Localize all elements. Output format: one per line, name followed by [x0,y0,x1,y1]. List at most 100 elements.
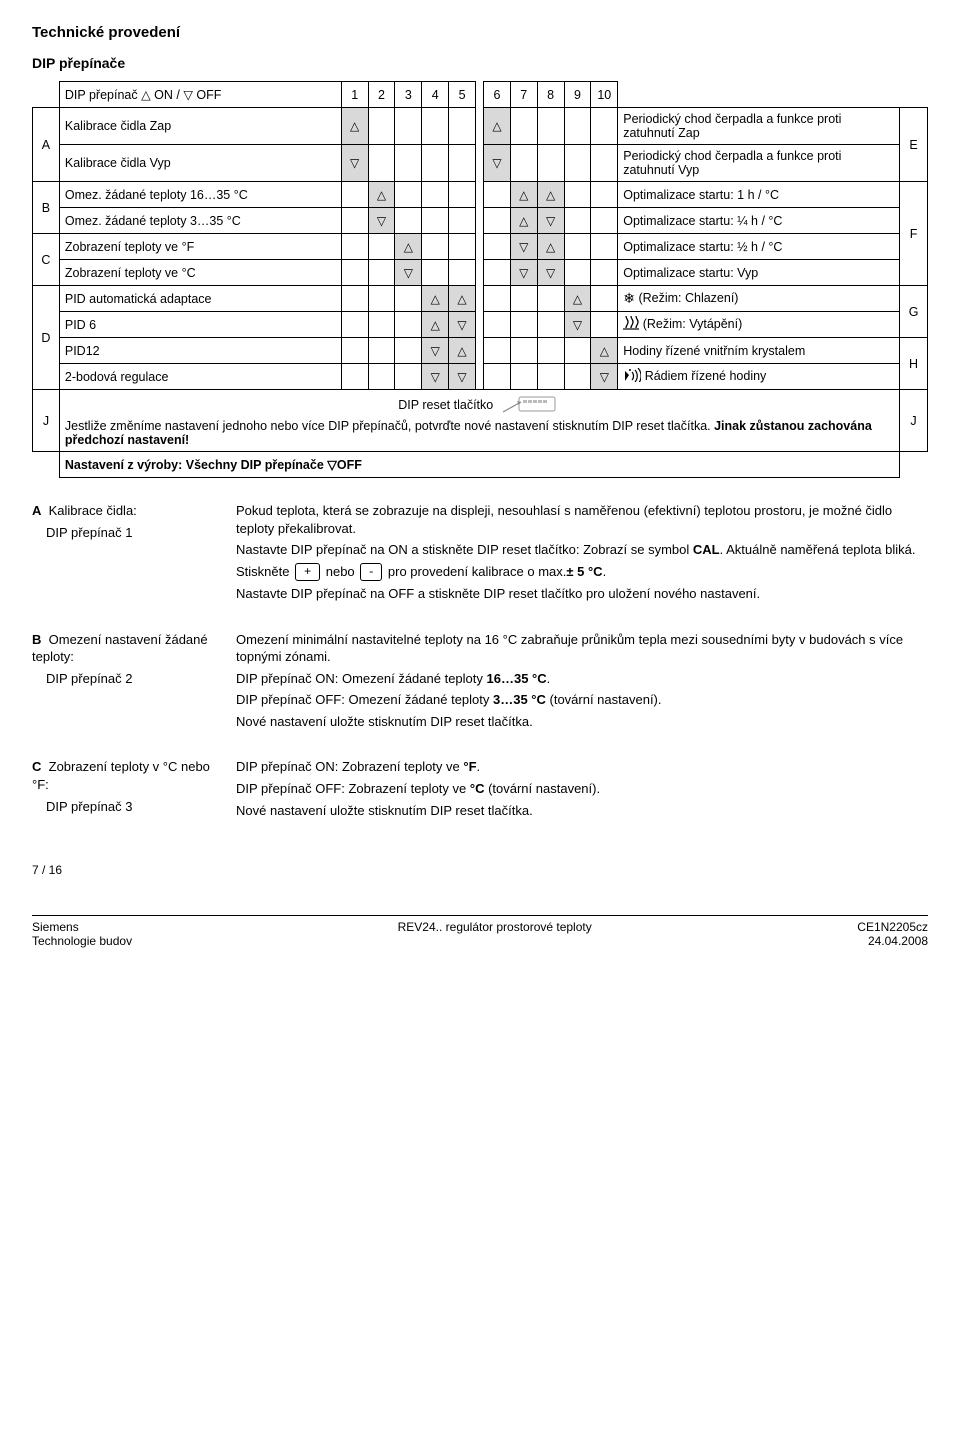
col-5: 5 [449,82,476,108]
row-letter-D: D [33,286,60,390]
triangle-down-icon [457,318,466,332]
j-note-cell: DIP reset tlačítko Jestliže změníme nast… [59,390,899,452]
triangle-up-icon [519,214,528,228]
col-8: 8 [537,82,564,108]
section-letter: C [32,759,41,774]
row-letter-F: F [900,182,928,286]
section-letter: B [32,632,41,647]
triangle-down-icon [404,266,413,280]
row-label: PID 6 [59,312,341,338]
heat-waves-icon [623,316,639,333]
row-label-right: Periodický chod čerpadla a funkce proti … [618,108,900,145]
page-subtitle: DIP přepínače [32,55,928,71]
row-label: Omez. žádané teploty 16…35 °C [59,182,341,208]
table-row: Kalibrace čidla Vyp Periodický chod čerp… [33,145,928,182]
triangle-up-icon [350,119,359,133]
triangle-down-icon [519,266,528,280]
section-a-p2: Nastavte DIP přepínač na ON a stiskněte … [236,541,928,559]
j-reset-label: DIP reset tlačítko [398,398,493,412]
triangle-down-icon [546,266,555,280]
row-label-right: Optimalizace startu: ¼ h / °C [618,208,900,234]
row-letter-A: A [33,108,60,182]
row-label-right: Rádiem řízené hodiny [618,364,900,390]
row-label: PID automatická adaptace [59,286,341,312]
triangle-down-icon [350,156,359,170]
triangle-up-icon [492,119,501,133]
row-label-right: (Režim: Vytápění) [618,312,900,338]
table-row: 2-bodová regulace Rádiem řízené hodiny [33,364,928,390]
row-letter-J: J [33,390,60,452]
section-b-p3: DIP přepínač OFF: Omezení žádané teploty… [236,691,928,709]
minus-button[interactable]: - [360,563,382,581]
table-row: Zobrazení teploty ve °C Optimalizace sta… [33,260,928,286]
triangle-down-icon [546,214,555,228]
page-number: 7 / 16 [32,863,928,877]
triangle-up-icon [600,344,609,358]
row-label-right: Optimalizace startu: Vyp [618,260,900,286]
table-row: A Kalibrace čidla Zap Periodický chod če… [33,108,928,145]
section-b-p2: DIP přepínač ON: Omezení žádané teploty … [236,670,928,688]
section-title: Zobrazení teploty v °C nebo °F: [32,759,210,792]
reset-button-diagram-icon [501,394,557,417]
section-a-p3: Stiskněte + nebo - pro provedení kalibra… [236,563,928,582]
row-label-right: Optimalizace startu: ½ h / °C [618,234,900,260]
table-row: PID 6 (Režim: Vytápění) [33,312,928,338]
triangle-down-icon [377,214,386,228]
triangle-up-icon [377,188,386,202]
row-label: PID12 [59,338,341,364]
row-label: Kalibrace čidla Zap [59,108,341,145]
col-4: 4 [422,82,449,108]
table-row-j: J DIP reset tlačítko Jestliže změníme na… [33,390,928,452]
dip-header-label: DIP přepínač △ ON / ▽ OFF [59,82,341,108]
footer-right-1: CE1N2205cz [857,920,928,934]
col-6: 6 [484,82,511,108]
dip-table: DIP přepínač △ ON / ▽ OFF 1 2 3 4 5 6 7 … [32,81,928,478]
footer-left-1: Siemens [32,920,132,934]
triangle-down-icon [600,370,609,384]
triangle-up-icon [546,188,555,202]
section-a-p1: Pokud teplota, která se zobrazuje na dis… [236,502,928,537]
col-1: 1 [341,82,368,108]
triangle-down-icon [457,370,466,384]
section-title: Kalibrace čidla: [49,503,137,518]
snowflake-icon: ❄ [623,290,635,307]
triangle-down-icon [519,240,528,254]
triangle-up-icon [546,240,555,254]
row-label: Zobrazení teploty ve °C [59,260,341,286]
section-letter: A [32,503,41,518]
row-letter-H: H [900,338,928,390]
triangle-up-icon [519,188,528,202]
row-label: Omez. žádané teploty 3…35 °C [59,208,341,234]
footer-mid: REV24.. regulátor prostorové teploty [398,920,592,934]
triangle-up-icon [573,292,582,306]
row-label-right: Optimalizace startu: 1 h / °C [618,182,900,208]
factory-row: Nastavení z výroby: Všechny DIP přepínač… [33,452,928,478]
section-a-p4: Nastavte DIP přepínač na OFF a stiskněte… [236,585,928,603]
triangle-up-icon [431,292,440,306]
row-label: Kalibrace čidla Vyp [59,145,341,182]
table-row: C Zobrazení teploty ve °F Optimalizace s… [33,234,928,260]
triangle-down-icon [573,318,582,332]
triangle-up-icon [431,318,440,332]
row-label: 2-bodová regulace [59,364,341,390]
section-c: C Zobrazení teploty v °C nebo °F: DIP př… [32,758,928,823]
section-c-p3: Nové nastavení uložte stisknutím DIP res… [236,802,928,820]
row-label-right: Periodický chod čerpadla a funkce proti … [618,145,900,182]
row-letter-B: B [33,182,60,234]
row-label-right: ❄ (Režim: Chlazení) [618,286,900,312]
section-b-p1: Omezení minimální nastavitelné teploty n… [236,631,928,666]
col-9: 9 [564,82,591,108]
page-footer: Siemens Technologie budov REV24.. regulá… [32,915,928,948]
col-3: 3 [395,82,422,108]
row-label: Zobrazení teploty ve °F [59,234,341,260]
plus-button[interactable]: + [295,563,320,581]
radio-wave-icon [623,368,641,385]
section-title: Omezení nastavení žádané teploty: [32,632,208,665]
factory-default-text: Nastavení z výroby: Všechny DIP přepínač… [59,452,899,478]
page-title: Technické provedení [32,24,928,41]
col-10: 10 [591,82,618,108]
section-b-p4: Nové nastavení uložte stisknutím DIP res… [236,713,928,731]
table-row: B Omez. žádané teploty 16…35 °C Optimali… [33,182,928,208]
section-c-p2: DIP přepínač OFF: Zobrazení teploty ve °… [236,780,928,798]
triangle-down-icon [492,156,501,170]
